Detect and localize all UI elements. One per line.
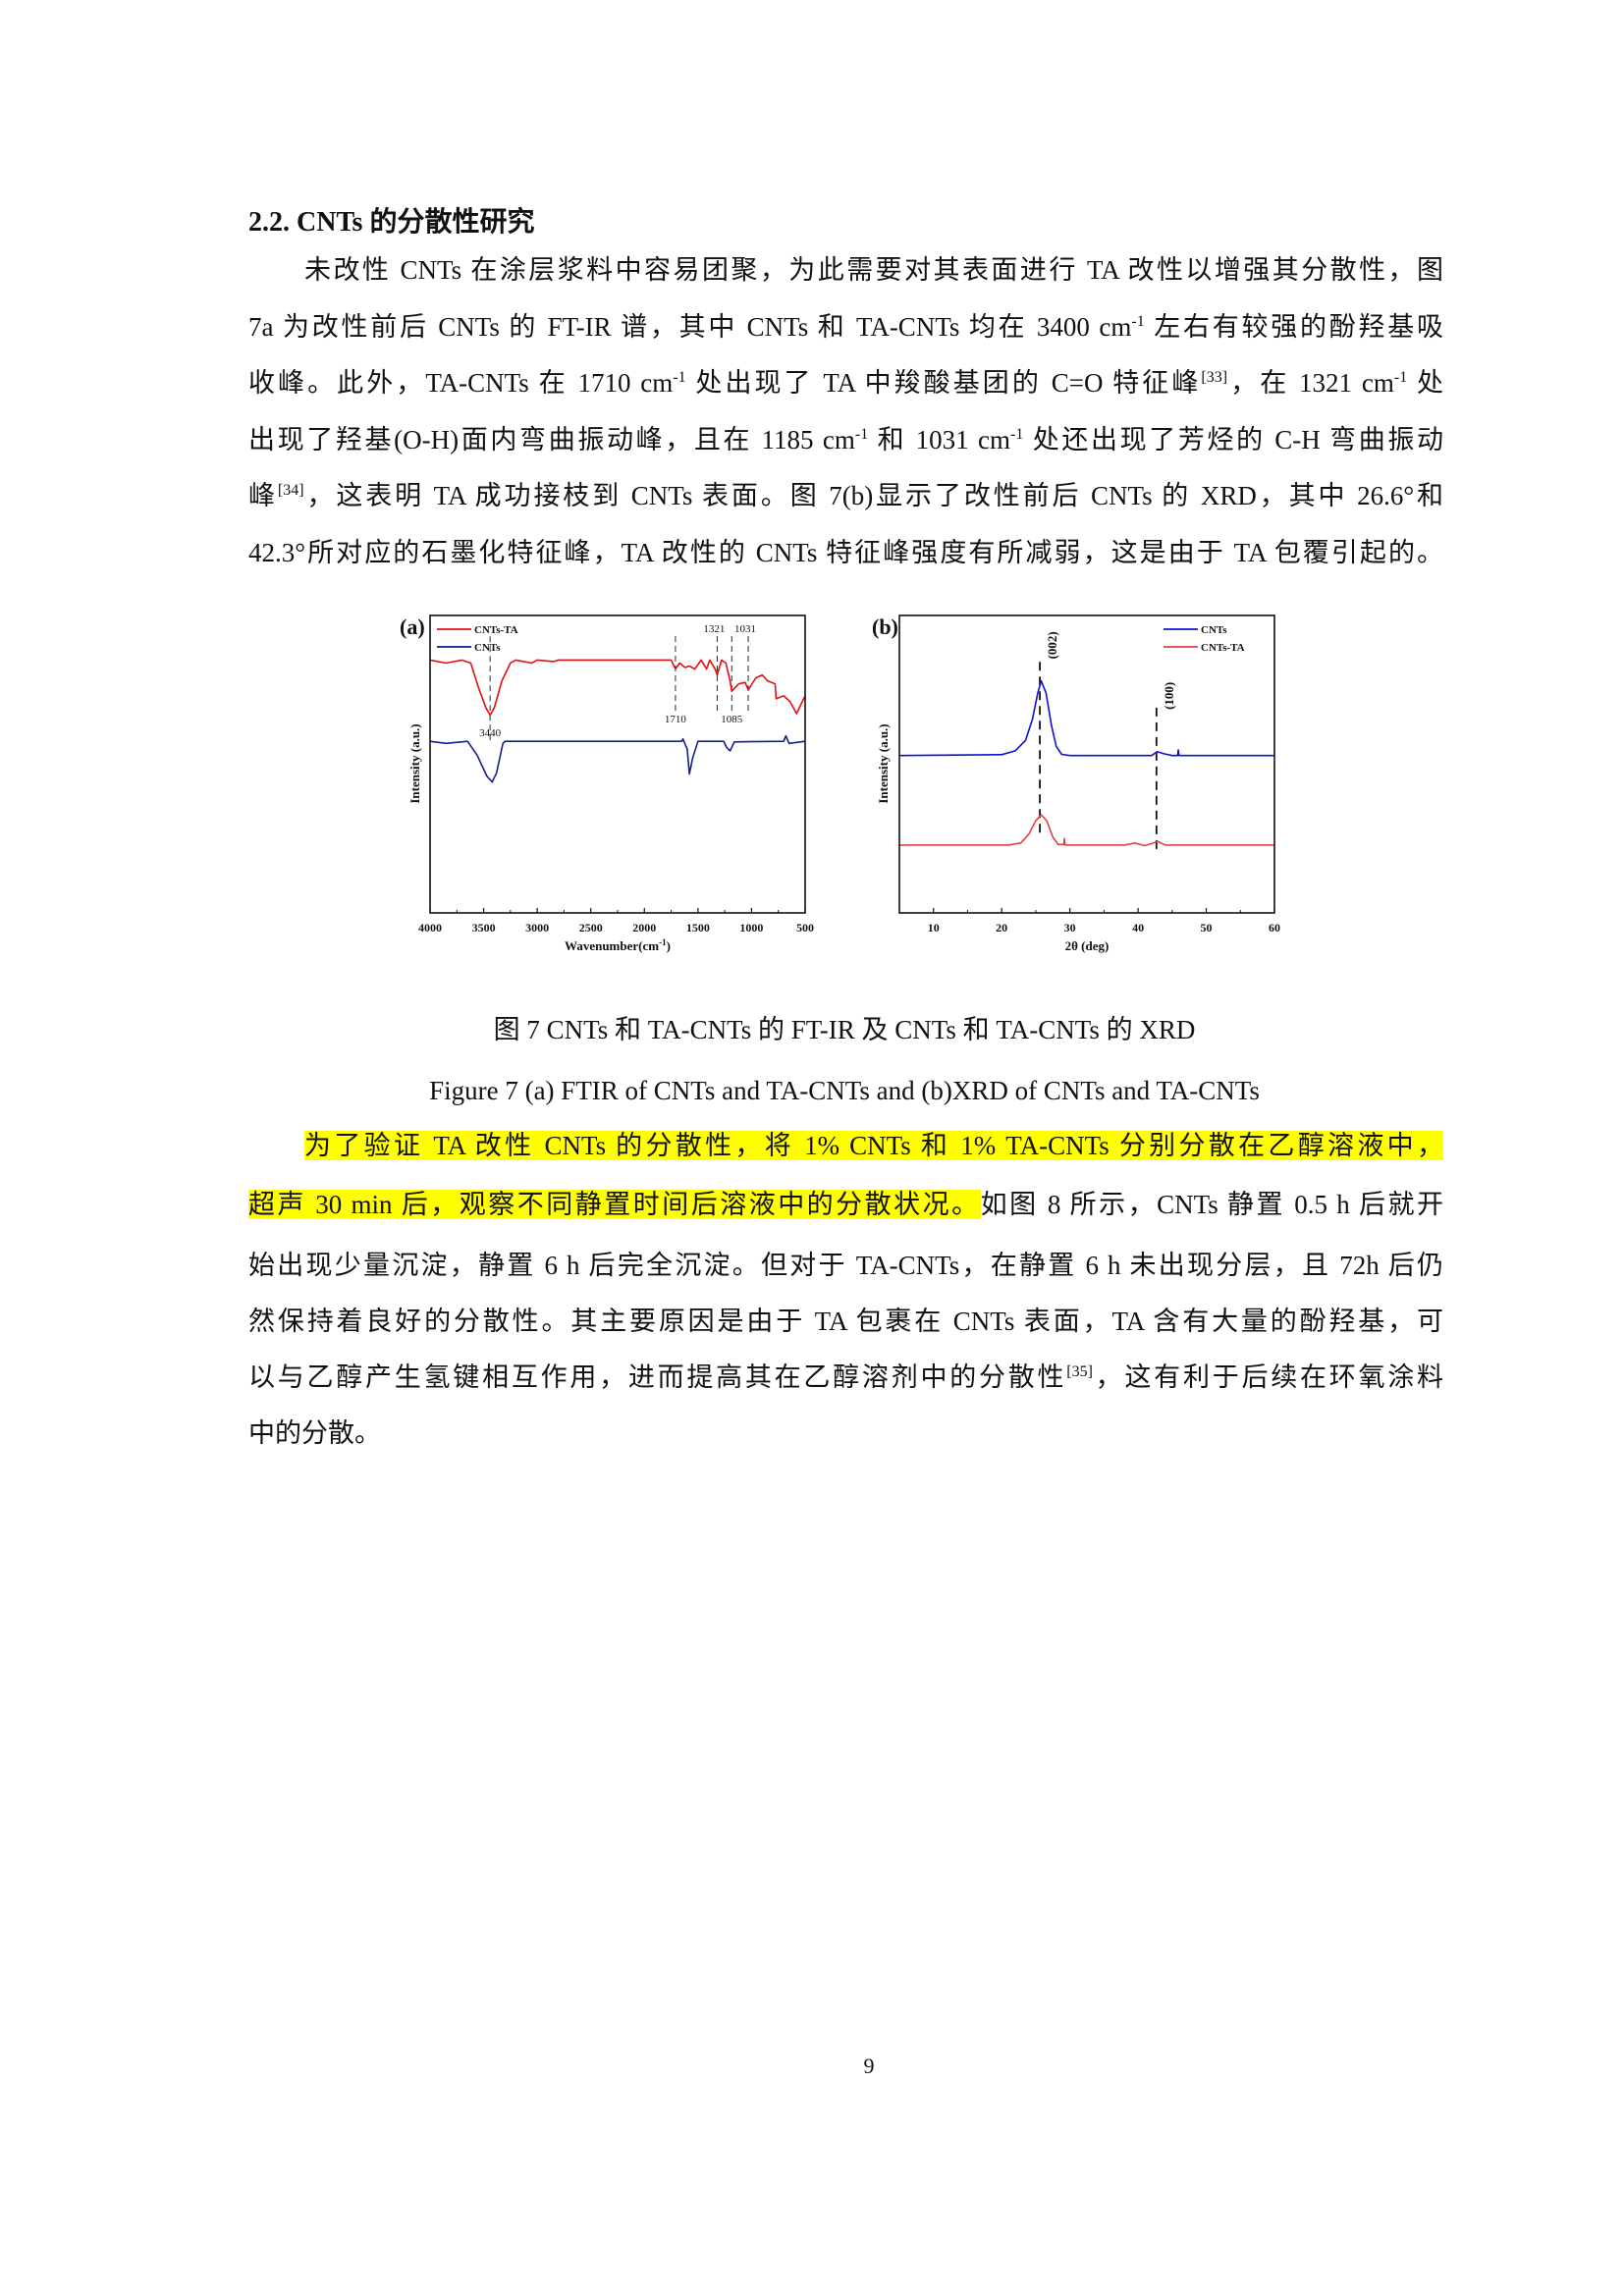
- x-tick-label: 10: [928, 921, 940, 934]
- text-segment: 以与乙醇产生氢键相互作用，进而提高其在乙醇溶剂中的分散性: [248, 1362, 1067, 1392]
- peak-label: 3440: [479, 727, 502, 739]
- legend-label: CNTs-TA: [1201, 642, 1245, 654]
- x-tick-label: 2500: [579, 921, 603, 934]
- text-line: 峰[34]，这表明 TA 成功接枝到 CNTs 表面。图 7(b)显示了改性前后…: [248, 476, 1443, 515]
- text-segment: 始出现少量沉淀，静置 6 h 后完全沉淀。但对于 TA-CNTs，在静置 6 h…: [248, 1251, 1443, 1280]
- text-line: 中的分散。: [248, 1414, 1443, 1453]
- x-tick-label: 1000: [739, 921, 763, 934]
- text-segment: 未改性 CNTs 在涂层浆料中容易团聚，为此需要对其表面进行 TA 改性以增强其…: [304, 255, 1443, 285]
- text-segment: ，这表明 TA 成功接枝到 CNTs 表面。图 7(b)显示了改性前后 CNTs…: [303, 481, 1444, 510]
- x-tick-label: 60: [1269, 921, 1280, 934]
- text-line: 出现了羟基(O-H)面内弯曲振动峰，且在 1185 cm-1 和 1031 cm…: [248, 420, 1443, 459]
- text-line: 为了验证 TA 改性 CNTs 的分散性，将 1% CNTs 和 1% TA-C…: [304, 1126, 1443, 1165]
- x-tick-label: 30: [1064, 921, 1076, 934]
- text-line: 收峰。此外，TA-CNTs 在 1710 cm-1 处出现了 TA 中羧酸基团的…: [248, 363, 1443, 402]
- peak-label: 1710: [665, 714, 687, 725]
- x-tick-label: 40: [1132, 921, 1144, 934]
- figure-caption-en: Figure 7 (a) FTIR of CNTs and TA-CNTs an…: [429, 1076, 1260, 1105]
- superscript: [34]: [277, 482, 304, 499]
- page-number: 9: [863, 2054, 875, 2078]
- text-segment: 中的分散。: [248, 1418, 381, 1448]
- x-tick-label: 2000: [632, 921, 656, 934]
- x-axis-label: Wavenumber(cm-1): [565, 937, 671, 953]
- superscript: [33]: [1201, 369, 1228, 386]
- superscript: -1: [1393, 369, 1408, 386]
- text-line: 始出现少量沉淀，静置 6 h 后完全沉淀。但对于 TA-CNTs，在静置 6 h…: [248, 1246, 1443, 1285]
- legend-label: CNTs: [474, 642, 501, 654]
- text-segment: 处还出现了芳烃的 C-H 弯曲振动: [1023, 425, 1443, 454]
- legend-label: CNTs: [1201, 624, 1227, 636]
- text-line: 超声 30 min 后，观察不同静置时间后溶液中的分散状况。如图 8 所示，CN…: [248, 1185, 1443, 1224]
- series-line-cnts: [429, 734, 806, 783]
- series-line-cnts-ta: [899, 814, 1274, 847]
- peak-label: (100): [1162, 682, 1176, 710]
- panel-label: (b): [872, 614, 898, 639]
- text-segment: 和 1031 cm: [868, 425, 1011, 454]
- text-segment: 峰: [248, 481, 278, 510]
- x-tick-label: 20: [996, 921, 1007, 934]
- highlighted-text: 超声 30 min 后，观察不同静置时间后溶液中的分散状况。: [248, 1190, 981, 1219]
- peak-label: 1085: [721, 714, 743, 725]
- peak-label: (002): [1045, 631, 1059, 659]
- x-axis-label-text: Wavenumber(cm: [565, 938, 659, 953]
- text-line: 然保持着良好的分散性。其主要原因是由于 TA 包裹在 CNTs 表面，TA 含有…: [248, 1302, 1443, 1341]
- superscript: [35]: [1066, 1363, 1093, 1380]
- highlighted-text: 为了验证 TA 改性 CNTs 的分散性，将 1% CNTs 和 1% TA-C…: [304, 1131, 1443, 1160]
- section-heading: 2.2. CNTs 的分散性研究: [248, 207, 535, 238]
- text-segment: 如图 8 所示，CNTs 静置 0.5 h 后就开: [980, 1190, 1443, 1219]
- legend-label: CNTs-TA: [474, 624, 518, 636]
- text-line: 未改性 CNTs 在涂层浆料中容易团聚，为此需要对其表面进行 TA 改性以增强其…: [304, 250, 1443, 290]
- text-segment: 左右有较强的酚羟基吸: [1144, 312, 1443, 342]
- ftir-chart: 4000 3500 3000 2500 2000 1500 1000 500 Wavenumbe…: [400, 614, 814, 953]
- x-axis-label-text: 2θ (deg): [1065, 938, 1110, 953]
- plot-frame: [898, 614, 1275, 914]
- series-line-cnts-ta: [429, 659, 806, 717]
- superscript: -1: [854, 426, 869, 443]
- text-segment: ，在 1321 cm: [1227, 368, 1394, 398]
- text-line: 42.3°所对应的石墨化特征峰，TA 改性的 CNTs 特征峰强度有所减弱，这是…: [248, 533, 1443, 572]
- text-segment: ，这有利于后续在环氧涂料: [1092, 1362, 1444, 1392]
- x-tick-label: 4000: [418, 921, 442, 934]
- text-segment: 处: [1407, 368, 1443, 398]
- superscript: -1: [1131, 313, 1145, 330]
- figure-caption-cn: 图 7 CNTs 和 TA-CNTs 的 FT-IR 及 CNTs 和 TA-C…: [493, 1015, 1196, 1044]
- text-line: 以与乙醇产生氢键相互作用，进而提高其在乙醇溶剂中的分散性[35]，这有利于后续在…: [248, 1358, 1443, 1397]
- text-line: 7a 为改性前后 CNTs 的 FT-IR 谱，其中 CNTs 和 TA-CNT…: [248, 307, 1443, 347]
- superscript: -1: [1010, 426, 1024, 443]
- x-tick-label: 500: [796, 921, 814, 934]
- text-segment: 42.3°所对应的石墨化特征峰，TA 改性的 CNTs 特征峰强度有所减弱，这是…: [248, 538, 1443, 567]
- x-axis-label-end: ): [667, 938, 671, 953]
- x-tick-label: 1500: [686, 921, 710, 934]
- text-segment: 处出现了 TA 中羧酸基团的 C=O 特征峰: [685, 368, 1202, 398]
- text-segment: 收峰。此外，TA-CNTs 在 1710 cm: [248, 368, 674, 398]
- text-segment: 出现了羟基(O-H)面内弯曲振动峰，且在 1185 cm: [248, 425, 855, 454]
- peak-label: 1031: [734, 623, 756, 635]
- panel-label: (a): [400, 614, 425, 639]
- x-tick-label: 3000: [525, 921, 549, 934]
- x-tick-label: 3500: [472, 921, 496, 934]
- peak-label: 1321: [703, 623, 725, 635]
- y-axis-label: Intensity (a.u.): [876, 723, 891, 803]
- xrd-chart: 10 20 30 40 50 60 2θ (deg) Intensity (a.u.) (b) C…: [872, 614, 1280, 953]
- x-axis-label: 2θ (deg): [1065, 938, 1110, 953]
- superscript: -1: [673, 369, 686, 386]
- x-tick-label: 50: [1201, 921, 1213, 934]
- text-segment: 7a 为改性前后 CNTs 的 FT-IR 谱，其中 CNTs 和 TA-CNT…: [248, 312, 1132, 342]
- x-axis-label-sup: -1: [659, 937, 667, 947]
- text-segment: 然保持着良好的分散性。其主要原因是由于 TA 包裹在 CNTs 表面，TA 含有…: [248, 1307, 1443, 1336]
- y-axis-label: Intensity (a.u.): [407, 723, 422, 803]
- series-line-cnts: [898, 679, 1274, 757]
